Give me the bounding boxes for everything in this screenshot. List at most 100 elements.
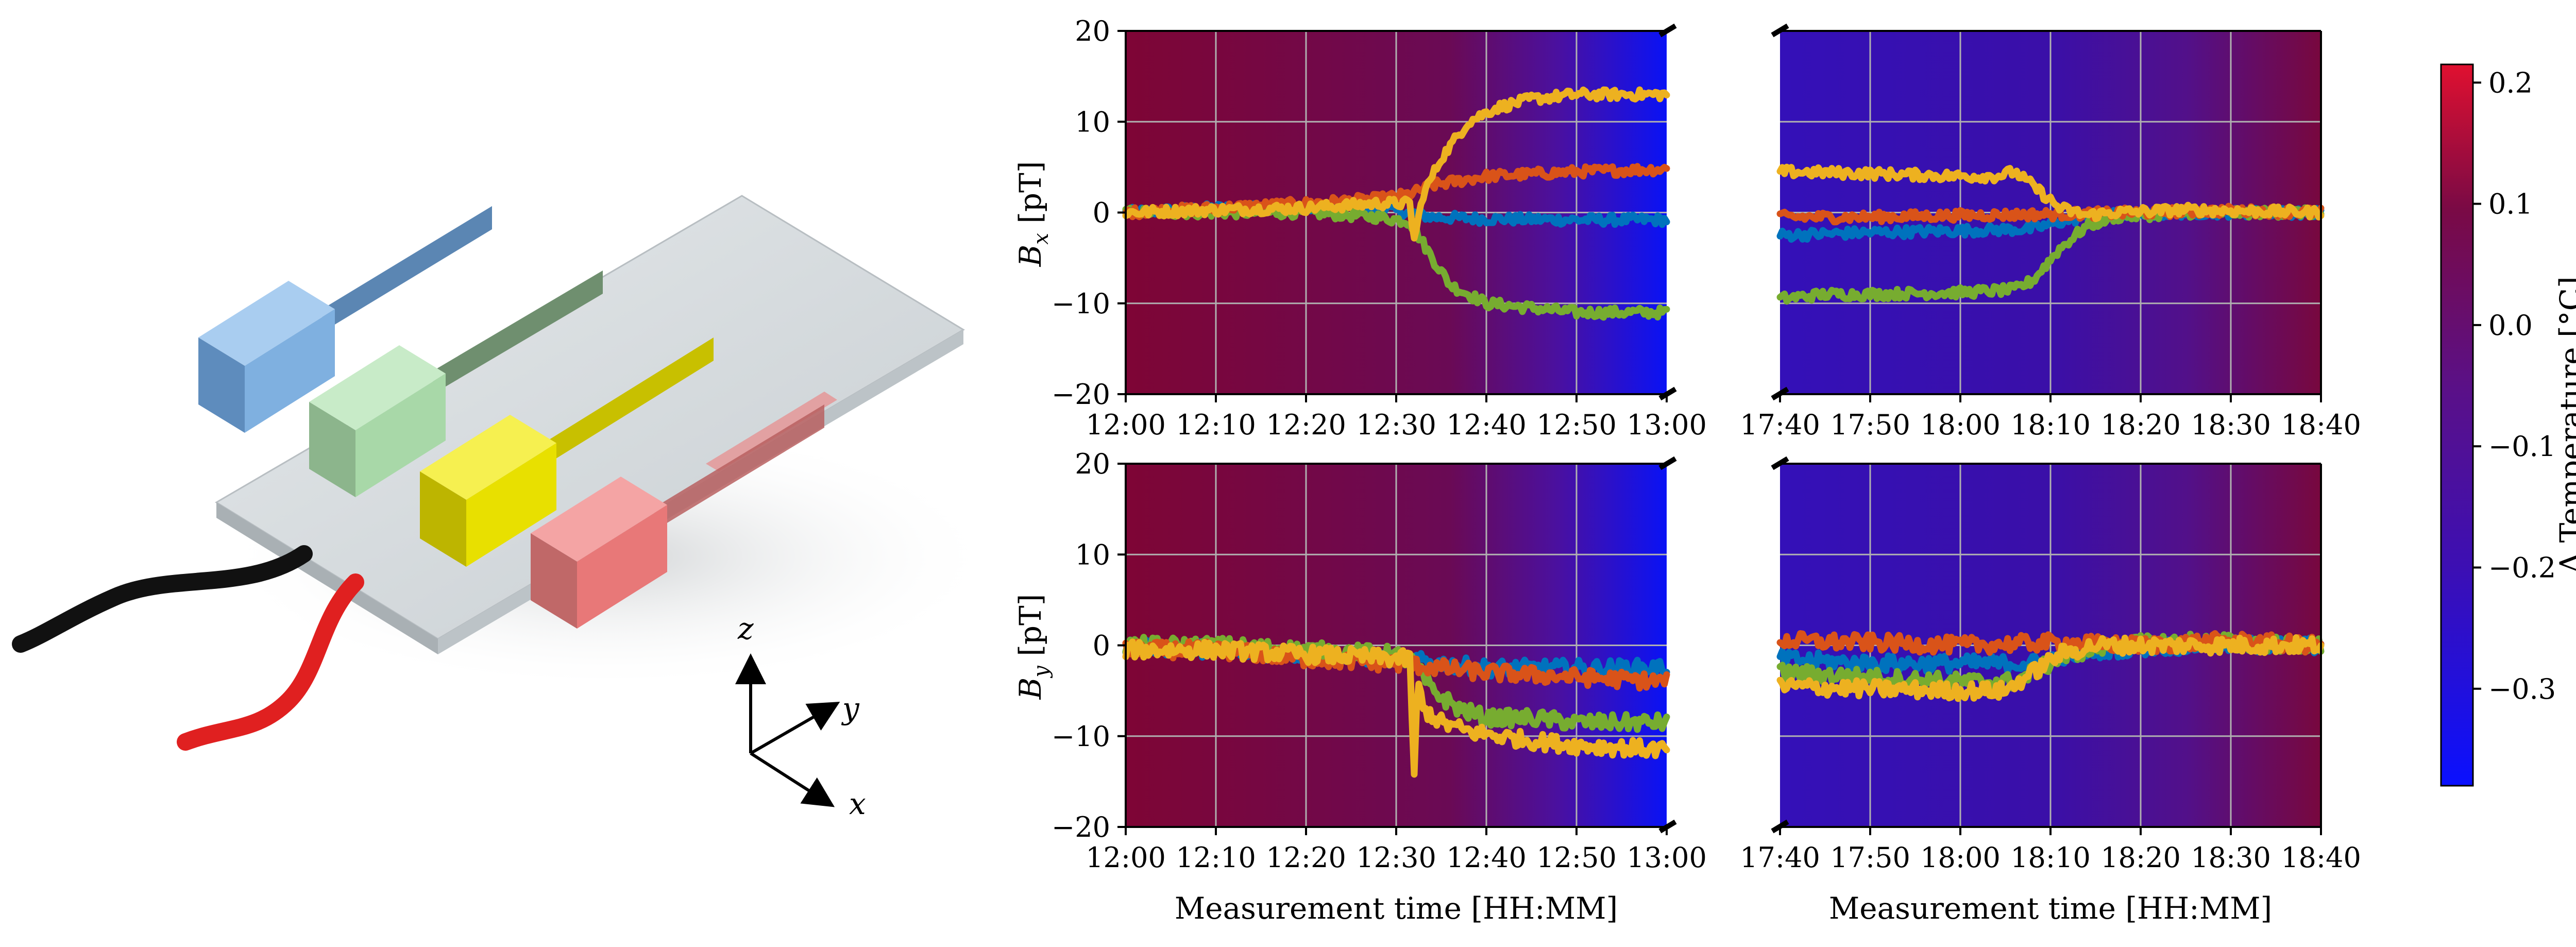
y-axis-label: Bx [pT]: [1013, 161, 1053, 267]
x-tick-label: 12:30: [1356, 409, 1436, 441]
green-sensor-top: [309, 345, 446, 430]
y-tick-label: −10: [1052, 288, 1110, 320]
y-tick-label: −20: [1052, 811, 1110, 843]
x-tick-label: 18:20: [2100, 841, 2181, 874]
y-axis-label-unit: [pT]: [1013, 161, 1048, 233]
blue-sensor-side: [245, 309, 335, 433]
panel-by-1740-1840: 17:40 17:50 18:00 18:10 18:20 18:30 18:40 Meas…: [1740, 463, 2361, 926]
green-sensor: [309, 270, 603, 497]
x-tick-label: 12:20: [1266, 841, 1346, 874]
blue-sensor-stalk: [322, 206, 492, 332]
x-tick-label: 12:00: [1086, 409, 1166, 441]
colorbar-tick-label: 0.1: [2488, 188, 2533, 221]
x-tick-label: 18:10: [2010, 409, 2091, 441]
yellow-sensor-front: [420, 471, 466, 567]
yellow-sensor-side: [466, 443, 556, 567]
y-axis-label-symbol: B: [1013, 678, 1048, 700]
yellow-sensor: [420, 337, 714, 567]
x-axis-label: Measurement time [HH:MM]: [1829, 891, 2272, 926]
x-tick-label: 18:30: [2191, 409, 2271, 441]
green-sensor-side: [355, 374, 446, 497]
x-tick-label: 12:50: [1536, 841, 1617, 874]
red-sensor-front: [531, 533, 577, 629]
blue-sensor-front: [198, 337, 245, 433]
series-line-green: [1776, 631, 2325, 693]
y-axis-label-symbol: B: [1013, 245, 1048, 267]
x-tick-label: 18:00: [1920, 409, 2001, 441]
axis-break-marks: [1658, 23, 1789, 834]
y-tick-label: −10: [1052, 720, 1110, 753]
x-tick-label: 17:50: [1830, 841, 1910, 874]
green-sensor-stalk: [433, 270, 603, 394]
red-cable: [177, 573, 364, 751]
break-mark: [1771, 386, 1789, 401]
x-tick-label: 18:00: [1920, 841, 2001, 874]
y-axis-label: By [pT]: [1013, 594, 1053, 700]
series-line-yellow: [1122, 86, 1670, 242]
panel-bx-1740-1840: 17:40 17:50 18:00 18:10 18:20 18:30 18:40: [1740, 30, 2361, 441]
y-tick-label: 20: [1075, 15, 1110, 47]
series-group: [1122, 634, 1670, 778]
colorbar-tick-label: 0.0: [2488, 309, 2533, 342]
x-tick-label: 17:50: [1830, 409, 1910, 441]
break-mark: [1771, 819, 1789, 834]
x-tick-label: 13:00: [1626, 841, 1707, 874]
colorbar-gradient: [2440, 63, 2474, 787]
x-axis-arrow: [750, 752, 835, 807]
x-tick-label: 12:40: [1446, 409, 1527, 441]
y-axis-label-subscript: x: [1029, 233, 1053, 245]
sensor-schematic: z y x: [12, 195, 999, 821]
x-tick-labels: 17:40 17:50 18:00 18:10 18:20 18:30 18:40: [1740, 394, 2361, 441]
colorbar-ticks: 0.2 0.1 0.0 −0.1 −0.2 −0.3: [2473, 66, 2556, 705]
y-tick-labels: −20 −10 0 10 20: [1052, 15, 1126, 411]
colorbar-label: Δ Temperature [°C]: [2553, 276, 2576, 573]
colorbar-tick-label: −0.2: [2488, 551, 2556, 584]
break-mark: [1771, 456, 1789, 470]
red-sensor: [531, 404, 824, 629]
y-tick-label: 10: [1075, 106, 1110, 138]
x-tick-label: 18:10: [2010, 841, 2091, 874]
x-tick-label: 12:10: [1176, 409, 1256, 441]
x-tick-label: 12:30: [1356, 841, 1436, 874]
y-axis-label-subscript: y: [1029, 665, 1053, 679]
x-tick-labels: 17:40 17:50 18:00 18:10 18:20 18:30 18:40: [1740, 827, 2361, 874]
x-tick-labels: 12:00 12:10 12:20 12:30 12:40 12:50 13:00: [1086, 827, 1707, 874]
x-tick-label: 12:00: [1086, 841, 1166, 874]
red-sensor-top: [531, 477, 667, 562]
break-mark: [1658, 819, 1677, 834]
y-axis-label: y: [841, 691, 860, 726]
yellow-sensor-stalk: [544, 337, 714, 466]
y-tick-label: 0: [1093, 630, 1110, 662]
y-axis-label-unit: [pT]: [1013, 594, 1048, 666]
x-tick-label: 12:40: [1446, 841, 1527, 874]
coordinate-axes: z y x: [735, 611, 866, 821]
series-group: [1776, 630, 2325, 702]
x-axis-label: x: [849, 786, 866, 821]
temperature-colorbar: 0.2 0.1 0.0 −0.1 −0.2 −0.3 Δ Temperature [°C]: [2440, 63, 2576, 787]
x-tick-label: 18:30: [2191, 841, 2271, 874]
colorbar-tick-label: 0.2: [2488, 66, 2533, 99]
x-tick-label: 17:40: [1740, 841, 1820, 874]
colorbar-tick-label: −0.1: [2488, 430, 2556, 463]
x-tick-label: 12:10: [1176, 841, 1256, 874]
y-tick-labels: −20 −10 0 10 20: [1052, 448, 1126, 843]
board-heater-strip: [706, 392, 837, 471]
series-line-yellow: [1776, 163, 2325, 223]
y-tick-label: 20: [1075, 448, 1110, 480]
yellow-sensor-top: [420, 415, 556, 500]
series-group: [1776, 163, 2325, 305]
black-cable: [12, 545, 313, 653]
y-tick-label: −20: [1052, 378, 1110, 411]
x-tick-label: 13:00: [1626, 409, 1707, 441]
x-tick-label: 18:40: [2281, 409, 2361, 441]
y-tick-label: 0: [1093, 197, 1110, 229]
blue-sensor-top: [198, 281, 335, 366]
x-tick-label: 12:20: [1266, 409, 1346, 441]
series-group: [1122, 86, 1670, 321]
board-side-front: [216, 502, 438, 654]
green-sensor-front: [309, 402, 355, 497]
grid: [1780, 464, 2321, 827]
